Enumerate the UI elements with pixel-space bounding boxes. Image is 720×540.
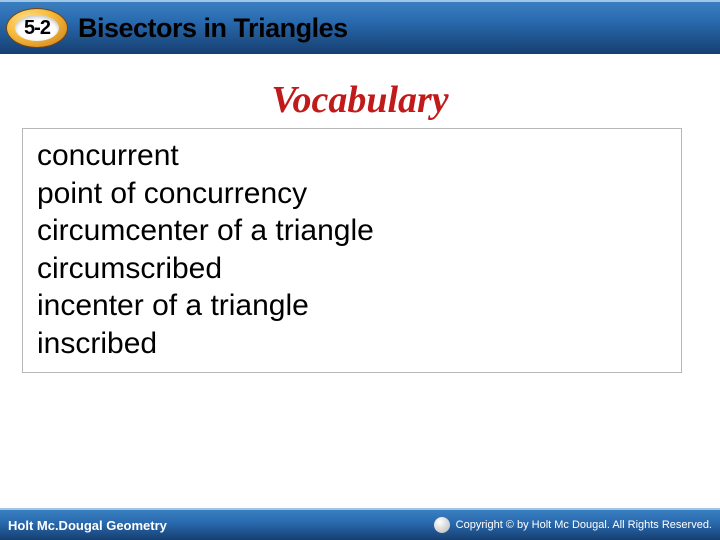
vocab-item: incenter of a triangle xyxy=(37,287,667,325)
section-badge: 5-2 xyxy=(6,8,68,48)
footer-bar: Holt Mc.Dougal Geometry Copyright © by H… xyxy=(0,508,720,540)
content-body: Vocabulary concurrent point of concurren… xyxy=(0,54,720,508)
vocab-item: concurrent xyxy=(37,137,667,175)
vocabulary-box: concurrent point of concurrency circumce… xyxy=(22,128,682,373)
page-title: Bisectors in Triangles xyxy=(78,13,348,44)
vocab-item: circumcenter of a triangle xyxy=(37,212,667,250)
footer-left-text: Holt Mc.Dougal Geometry xyxy=(8,518,167,533)
footer-right: Copyright © by Holt Mc Dougal. All Right… xyxy=(434,517,712,533)
section-number: 5-2 xyxy=(24,17,50,40)
vocab-item: circumscribed xyxy=(37,250,667,288)
vocabulary-heading: Vocabulary xyxy=(22,78,698,122)
footer-right-text: Copyright © by Holt Mc Dougal. All Right… xyxy=(456,519,712,531)
vocab-item: point of concurrency xyxy=(37,175,667,213)
header-bar: 5-2 Bisectors in Triangles xyxy=(0,0,720,54)
badge-inner: 5-2 xyxy=(15,15,59,41)
vocab-item: inscribed xyxy=(37,325,667,363)
slide: 5-2 Bisectors in Triangles Vocabulary co… xyxy=(0,0,720,540)
copyright-icon xyxy=(434,517,450,533)
